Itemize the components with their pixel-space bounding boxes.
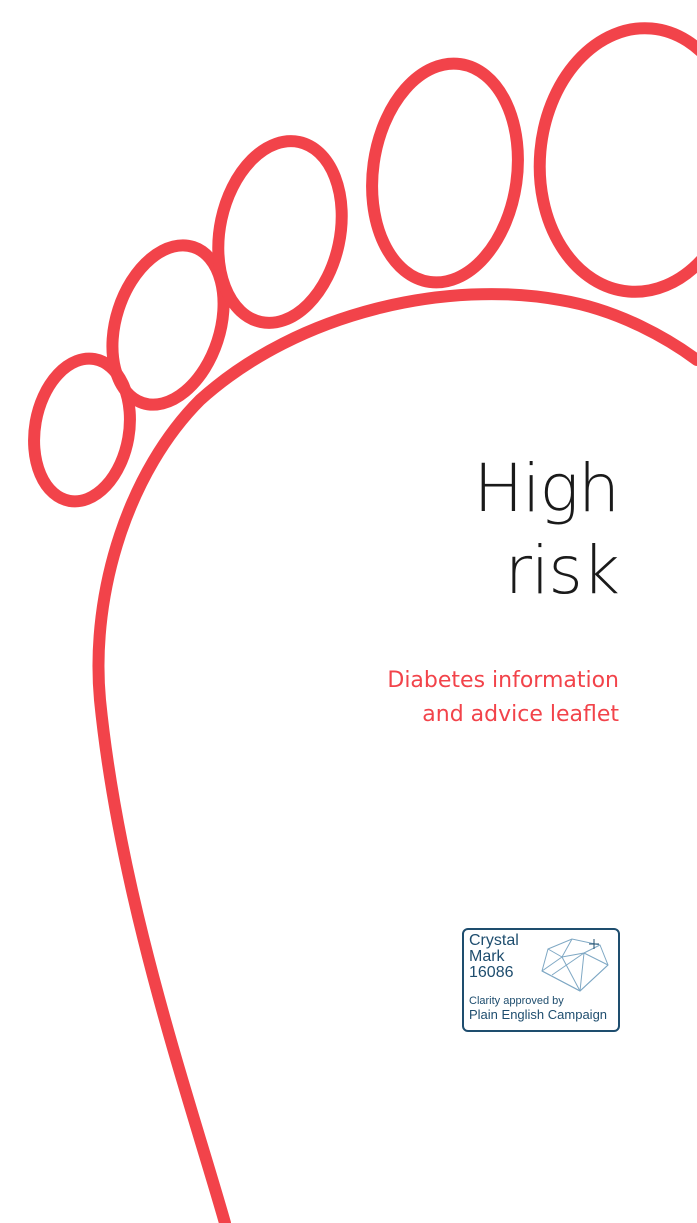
title-line-2: risk <box>474 530 619 612</box>
subtitle-line-1: Diabetes information <box>387 664 619 698</box>
crystal-mark-clarity: Clarity approved by <box>469 995 607 1007</box>
toe-big <box>529 20 697 300</box>
crystal-mark-line1: Crystal <box>469 933 519 949</box>
subtitle-line-2: and advice leaflet <box>387 698 619 732</box>
foot-outline <box>98 294 697 1223</box>
crystal-mark-number: 16086 <box>469 965 519 981</box>
crystal-mark-badge: Crystal Mark 16086 Clarity approved by P… <box>462 928 620 1032</box>
title-line-1: High <box>474 448 619 530</box>
toe-second <box>358 54 531 292</box>
crystal-mark-approval: Clarity approved by Plain English Campai… <box>469 995 607 1022</box>
crystal-mark-label: Crystal Mark 16086 <box>469 933 519 981</box>
crystal-mark-campaign: Plain English Campaign <box>469 1007 607 1022</box>
leaflet-subtitle: Diabetes information and advice leaflet <box>387 664 619 732</box>
crystal-mark-line2: Mark <box>469 949 519 965</box>
crystal-diamond-icon <box>534 935 612 995</box>
leaflet-title: High risk <box>474 448 619 612</box>
